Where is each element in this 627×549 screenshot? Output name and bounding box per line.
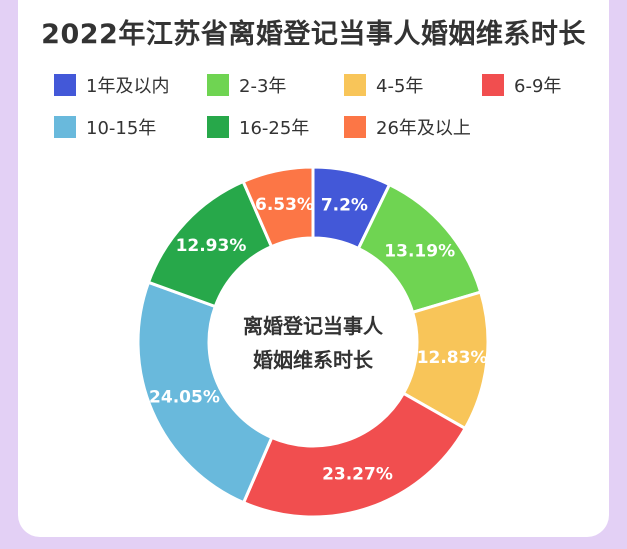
slice-value-label: 12.83% — [417, 348, 488, 368]
slice-value-label: 23.27% — [322, 465, 393, 485]
legend-swatch — [482, 74, 504, 96]
legend-item: 26年及以上 — [344, 115, 471, 139]
donut-slice — [242, 391, 467, 519]
legend-swatch — [207, 116, 229, 138]
legend-swatch — [344, 74, 366, 96]
legend-swatch — [344, 116, 366, 138]
legend-label: 16-25年 — [239, 118, 310, 139]
legend-item: 10-15年 — [54, 115, 156, 139]
slice-value-label: 7.2% — [321, 196, 368, 216]
donut-slice — [136, 280, 274, 505]
slice-value-label: 13.19% — [384, 241, 455, 261]
donut-center-label: 婚姻维系时长 — [253, 348, 374, 372]
legend-item: 2-3年 — [207, 73, 286, 97]
donut-slice — [241, 165, 315, 249]
legend-label: 4-5年 — [376, 76, 424, 97]
slice-value-label: 24.05% — [149, 387, 220, 407]
slice-value-label: 12.93% — [176, 236, 247, 256]
legend-label: 6-9年 — [514, 76, 562, 97]
legend-label: 10-15年 — [86, 118, 157, 139]
legend-swatch — [54, 74, 76, 96]
chart-title: 2022年江苏省离婚登记当事人婚姻维系时长 — [41, 19, 586, 50]
legend-item: 1年及以内 — [54, 73, 169, 97]
donut-center-label: 离婚登记当事人 — [243, 314, 384, 338]
legend-label: 1年及以内 — [86, 76, 170, 97]
legend-swatch — [207, 74, 229, 96]
slice-value-label: 6.53% — [255, 195, 314, 215]
chart-legend: 1年及以内 2-3年 4-5年 6-9年 10-15年 16-25年 26年及以上 — [0, 0, 627, 160]
legend-label: 26年及以上 — [376, 118, 471, 139]
legend-item: 4-5年 — [344, 73, 423, 97]
legend-item: 6-9年 — [482, 73, 561, 97]
legend-item: 16-25年 — [207, 115, 309, 139]
legend-swatch — [54, 116, 76, 138]
legend-label: 2-3年 — [239, 76, 287, 97]
